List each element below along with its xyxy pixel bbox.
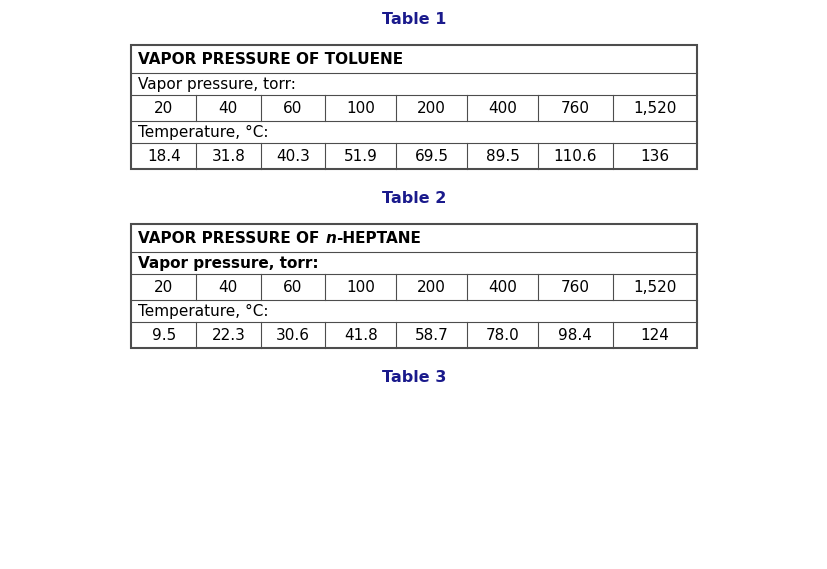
Text: 98.4: 98.4 xyxy=(558,328,591,343)
Text: 31.8: 31.8 xyxy=(211,149,245,163)
Text: 40: 40 xyxy=(218,101,237,116)
Text: Vapor pressure, torr:: Vapor pressure, torr: xyxy=(138,76,296,92)
Text: 760: 760 xyxy=(560,279,589,295)
Text: VAPOR PRESSURE OF: VAPOR PRESSURE OF xyxy=(138,230,325,245)
Text: Temperature, °C:: Temperature, °C: xyxy=(138,125,269,139)
Text: 40.3: 40.3 xyxy=(275,149,309,163)
Text: 110.6: 110.6 xyxy=(553,149,596,163)
Text: 9.5: 9.5 xyxy=(151,328,175,343)
Text: 22.3: 22.3 xyxy=(211,328,245,343)
Text: 60: 60 xyxy=(283,101,302,116)
Text: 89.5: 89.5 xyxy=(485,149,519,163)
Text: 136: 136 xyxy=(639,149,668,163)
Text: 200: 200 xyxy=(417,101,446,116)
Text: VAPOR PRESSURE OF TOLUENE: VAPOR PRESSURE OF TOLUENE xyxy=(138,52,403,67)
Text: 30.6: 30.6 xyxy=(275,328,309,343)
Text: 18.4: 18.4 xyxy=(146,149,180,163)
Text: 100: 100 xyxy=(346,101,375,116)
Text: 124: 124 xyxy=(639,328,668,343)
Text: Table 3: Table 3 xyxy=(381,370,446,385)
Text: 400: 400 xyxy=(488,279,517,295)
Bar xyxy=(131,45,696,169)
Text: 58.7: 58.7 xyxy=(414,328,448,343)
Text: Vapor pressure, torr:: Vapor pressure, torr: xyxy=(138,255,318,270)
Text: 20: 20 xyxy=(154,279,173,295)
Text: 51.9: 51.9 xyxy=(343,149,377,163)
Text: Table 1: Table 1 xyxy=(381,12,446,27)
Text: 60: 60 xyxy=(283,279,302,295)
Text: 40: 40 xyxy=(218,279,237,295)
Text: 400: 400 xyxy=(488,101,517,116)
Text: 200: 200 xyxy=(417,279,446,295)
Bar xyxy=(131,224,696,348)
Text: 1,520: 1,520 xyxy=(632,101,676,116)
Text: 760: 760 xyxy=(560,101,589,116)
Text: 78.0: 78.0 xyxy=(485,328,519,343)
Text: 41.8: 41.8 xyxy=(343,328,377,343)
Text: 1,520: 1,520 xyxy=(632,279,676,295)
Text: Temperature, °C:: Temperature, °C: xyxy=(138,303,269,319)
Text: 20: 20 xyxy=(154,101,173,116)
Text: Table 2: Table 2 xyxy=(381,191,446,206)
Text: 69.5: 69.5 xyxy=(414,149,448,163)
Text: -HEPTANE: -HEPTANE xyxy=(336,230,420,245)
Text: n: n xyxy=(325,230,336,245)
Text: 100: 100 xyxy=(346,279,375,295)
